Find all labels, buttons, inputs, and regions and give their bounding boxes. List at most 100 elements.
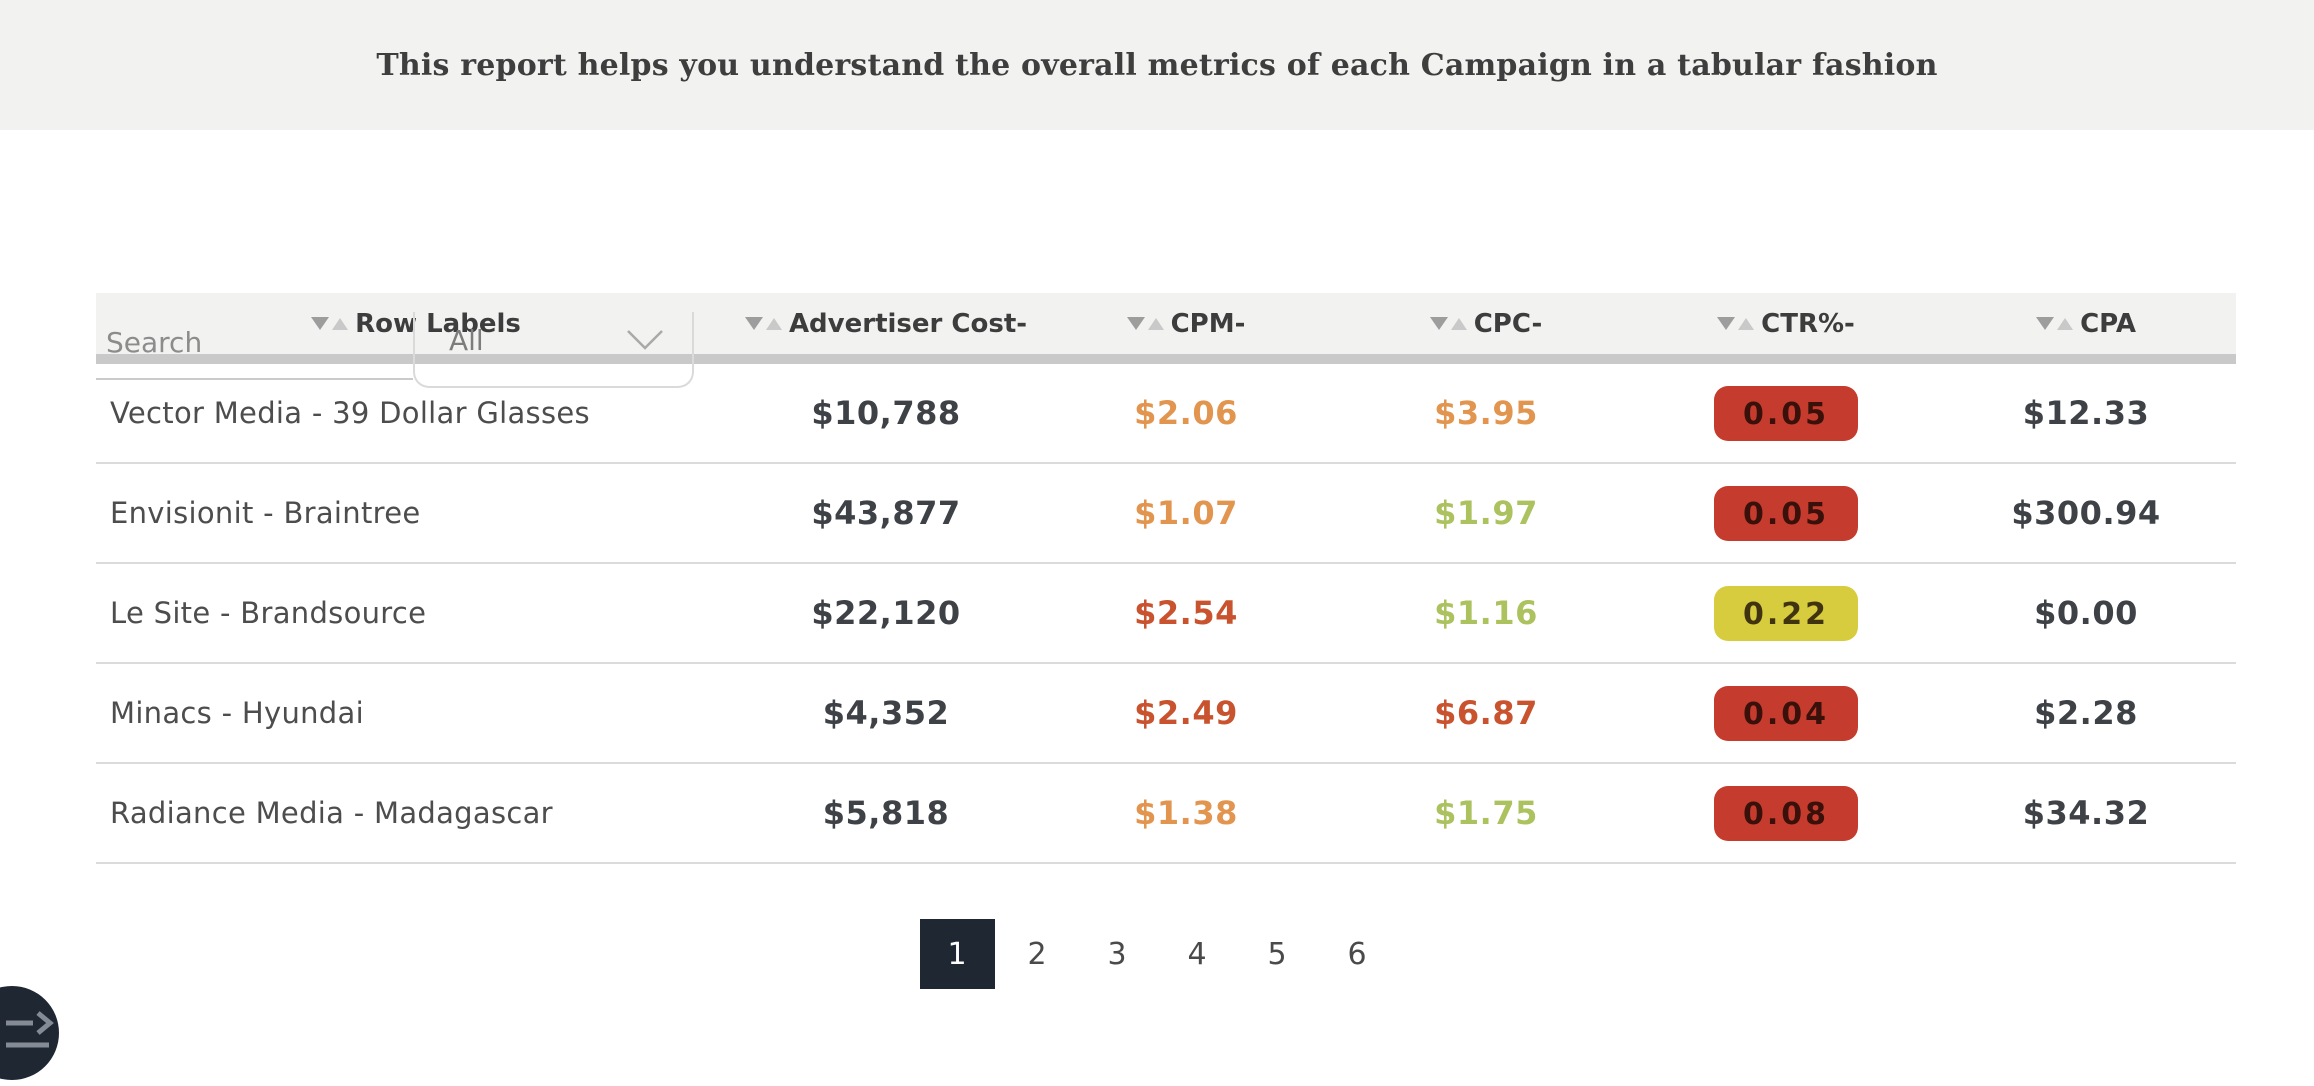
sort-desc-icon[interactable] xyxy=(2036,317,2055,330)
column-header-cpm[interactable]: CPM- xyxy=(1036,309,1336,339)
table-row[interactable]: Vector Media - 39 Dollar Glasses $10,788… xyxy=(96,364,2236,464)
cpc-cell: $6.87 xyxy=(1336,694,1636,732)
sort-desc-icon[interactable] xyxy=(744,317,763,330)
chevron-down-icon xyxy=(627,330,663,350)
cpa-value: $34.32 xyxy=(2022,794,2150,832)
report-title: This report helps you understand the ove… xyxy=(376,47,1938,83)
advertiser-cost-cell: $10,788 xyxy=(736,394,1036,432)
column-header-cpc[interactable]: CPC- xyxy=(1336,309,1636,339)
cpc-cell: $1.97 xyxy=(1336,494,1636,532)
sort-icons[interactable] xyxy=(1717,317,1755,330)
cpc-cell: $1.75 xyxy=(1336,794,1636,832)
page-button-1[interactable]: 1 xyxy=(919,919,995,989)
cpa-value: $2.28 xyxy=(2034,694,2138,732)
table-row[interactable]: Radiance Media - Madagascar $5,818 $1.38… xyxy=(96,764,2236,864)
advertiser-cost-value: $5,818 xyxy=(822,794,950,832)
page-button-3[interactable]: 3 xyxy=(1107,936,1127,972)
cpm-value: $2.54 xyxy=(1134,594,1238,632)
ctr-cell: 0.05 xyxy=(1636,485,1936,541)
column-header-label: Advertiser Cost- xyxy=(788,308,1028,339)
row-label-cell: Envisionit - Braintree xyxy=(110,496,421,530)
cpc-value: $1.97 xyxy=(1434,494,1538,532)
sort-desc-icon[interactable] xyxy=(1429,317,1448,330)
advertiser-cost-value: $4,352 xyxy=(822,694,950,732)
column-header-label: CPC- xyxy=(1473,308,1543,339)
row-label-cell: Minacs - Hyundai xyxy=(110,696,364,730)
sort-asc-icon[interactable] xyxy=(765,317,782,330)
table-row[interactable]: Envisionit - Braintree $43,877 $1.07 $1.… xyxy=(96,464,2236,564)
row-label-cell: Vector Media - 39 Dollar Glasses xyxy=(110,396,590,430)
row-label-cell: Radiance Media - Madagascar xyxy=(110,796,553,830)
ctr-badge: 0.22 xyxy=(1714,585,1858,641)
cpm-value: $1.07 xyxy=(1134,494,1238,532)
page-button-4[interactable]: 4 xyxy=(1187,936,1207,972)
cpa-value: $0.00 xyxy=(2034,594,2138,632)
table-body: Vector Media - 39 Dollar Glasses $10,788… xyxy=(96,364,2236,864)
cpm-value: $1.38 xyxy=(1134,794,1238,832)
cpc-value: $1.75 xyxy=(1434,794,1538,832)
row-label-cell: Le Site - Brandsource xyxy=(110,596,427,630)
page-button-6[interactable]: 6 xyxy=(1347,936,1367,972)
cpa-value: $300.94 xyxy=(2011,494,2161,532)
sort-desc-icon[interactable] xyxy=(1126,317,1145,330)
expand-panel-icon xyxy=(6,1011,54,1048)
sort-asc-icon[interactable] xyxy=(1738,317,1755,330)
cpa-cell: $34.32 xyxy=(1936,794,2236,832)
sort-asc-icon[interactable] xyxy=(1450,317,1467,330)
cpm-cell: $2.54 xyxy=(1036,594,1336,632)
cpc-value: $3.95 xyxy=(1434,394,1538,432)
cpm-cell: $2.49 xyxy=(1036,694,1336,732)
table-row[interactable]: Minacs - Hyundai $4,352 $2.49 $6.87 0.04… xyxy=(96,664,2236,764)
sort-icons[interactable] xyxy=(1429,317,1467,330)
sort-icons[interactable] xyxy=(2036,317,2074,330)
ctr-badge: 0.05 xyxy=(1714,385,1858,441)
ctr-cell: 0.08 xyxy=(1636,785,1936,841)
ctr-cell: 0.22 xyxy=(1636,585,1936,641)
cpa-cell: $0.00 xyxy=(1936,594,2236,632)
column-header-advertiser-cost[interactable]: Advertiser Cost- xyxy=(736,309,1036,339)
cpm-cell: $1.07 xyxy=(1036,494,1336,532)
advertiser-cost-value: $10,788 xyxy=(811,394,961,432)
cpa-value: $12.33 xyxy=(2022,394,2150,432)
advertiser-cost-cell: $5,818 xyxy=(736,794,1036,832)
campaign-metrics-table: Row Labels Advertiser Cost- CPM- CPC- CT… xyxy=(96,293,2236,864)
ctr-cell: 0.05 xyxy=(1636,385,1936,441)
cpc-cell: $3.95 xyxy=(1336,394,1636,432)
sort-desc-icon[interactable] xyxy=(1717,317,1736,330)
cpa-cell: $2.28 xyxy=(1936,694,2236,732)
ctr-cell: 0.04 xyxy=(1636,685,1936,741)
column-header-cpa[interactable]: CPA xyxy=(1936,309,2236,339)
advertiser-cost-cell: $43,877 xyxy=(736,494,1036,532)
sort-asc-icon[interactable] xyxy=(1147,317,1164,330)
sort-asc-icon[interactable] xyxy=(2057,317,2074,330)
report-header-band: This report helps you understand the ove… xyxy=(0,0,2314,130)
expand-panel-button[interactable] xyxy=(0,986,59,1080)
ctr-badge: 0.04 xyxy=(1714,685,1858,741)
sort-icons[interactable] xyxy=(1126,317,1164,330)
toolbar: All xyxy=(0,130,2314,388)
advertiser-cost-cell: $22,120 xyxy=(736,594,1036,632)
table-header-row: Row Labels Advertiser Cost- CPM- CPC- CT… xyxy=(96,293,2236,364)
cpm-cell: $1.38 xyxy=(1036,794,1336,832)
filter-selected-value: All xyxy=(449,324,484,357)
ctr-badge: 0.08 xyxy=(1714,785,1858,841)
table-row[interactable]: Le Site - Brandsource $22,120 $2.54 $1.1… xyxy=(96,564,2236,664)
cpc-value: $1.16 xyxy=(1434,594,1538,632)
page-button-2[interactable]: 2 xyxy=(1027,936,1047,972)
cpa-cell: $12.33 xyxy=(1936,394,2236,432)
cpc-value: $6.87 xyxy=(1434,694,1538,732)
column-header-label: CPM- xyxy=(1170,308,1246,339)
column-header-label: CPA xyxy=(2080,308,2136,339)
cpm-value: $2.06 xyxy=(1134,394,1238,432)
sort-icons[interactable] xyxy=(744,317,782,330)
page-button-5[interactable]: 5 xyxy=(1267,936,1287,972)
cpm-cell: $2.06 xyxy=(1036,394,1336,432)
advertiser-cost-value: $43,877 xyxy=(811,494,961,532)
advertiser-cost-value: $22,120 xyxy=(811,594,961,632)
ctr-badge: 0.05 xyxy=(1714,485,1858,541)
column-header-ctr[interactable]: CTR%- xyxy=(1636,309,1936,339)
column-header-label: CTR%- xyxy=(1761,308,1855,339)
filter-dropdown[interactable]: All xyxy=(413,312,694,388)
search-input[interactable] xyxy=(96,312,413,380)
